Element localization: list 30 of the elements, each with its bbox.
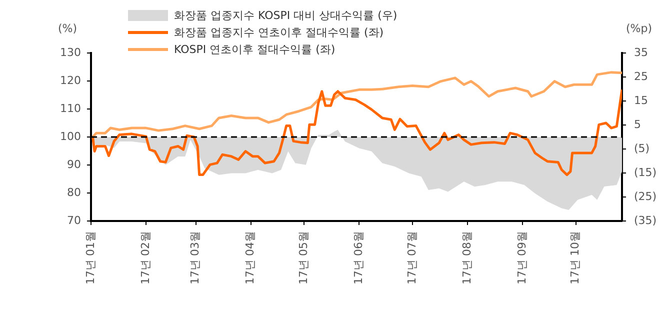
x-tick-label: 17년 05월: [296, 231, 310, 284]
x-tick-label: 17년 10월: [568, 231, 582, 284]
y-tick-label: 90: [67, 158, 81, 171]
legend-label: KOSPI 연초이후 절대수익률 (좌): [174, 42, 336, 57]
y2-tick-label: (25): [634, 190, 657, 203]
y-tick-label: 120: [60, 74, 81, 87]
y2-tick-label: (5): [634, 142, 650, 155]
y-axis-title: (%): [58, 22, 78, 35]
y2-tick-label: 25: [634, 70, 648, 83]
x-tick-label: 17년 01월: [84, 231, 97, 284]
x-tick-label: 17년 09월: [515, 231, 528, 284]
x-tick-label: 17년 02월: [138, 231, 152, 284]
x-tick-label: 17년 04월: [244, 231, 257, 284]
y2-tick-label: 35: [634, 46, 648, 59]
x-tick-label: 17년 03월: [188, 231, 202, 284]
y-tick-label: 110: [60, 102, 81, 115]
y2-tick-label: 15: [634, 94, 648, 107]
legend-label: 화장품 업종지수 KOSPI 대비 상대수익률 (우): [174, 8, 398, 23]
x-tick-label: 17년 07월: [405, 231, 418, 284]
y2-tick-label: (15): [634, 166, 657, 179]
y-tick-label: 100: [60, 130, 81, 143]
y-tick-label: 130: [60, 46, 81, 59]
x-tick-label: 17년 08월: [460, 231, 474, 284]
y-tick-label: 80: [67, 186, 81, 199]
legend-label: 화장품 업종지수 연초이후 절대수익률 (좌): [174, 25, 384, 40]
x-tick-label: 17년 06월: [352, 231, 366, 284]
y2-axis-title: (%p): [626, 22, 652, 35]
y2-tick-label: 5: [634, 118, 641, 131]
y-tick-label: 70: [67, 214, 81, 227]
y2-tick-label: (35): [634, 214, 657, 227]
